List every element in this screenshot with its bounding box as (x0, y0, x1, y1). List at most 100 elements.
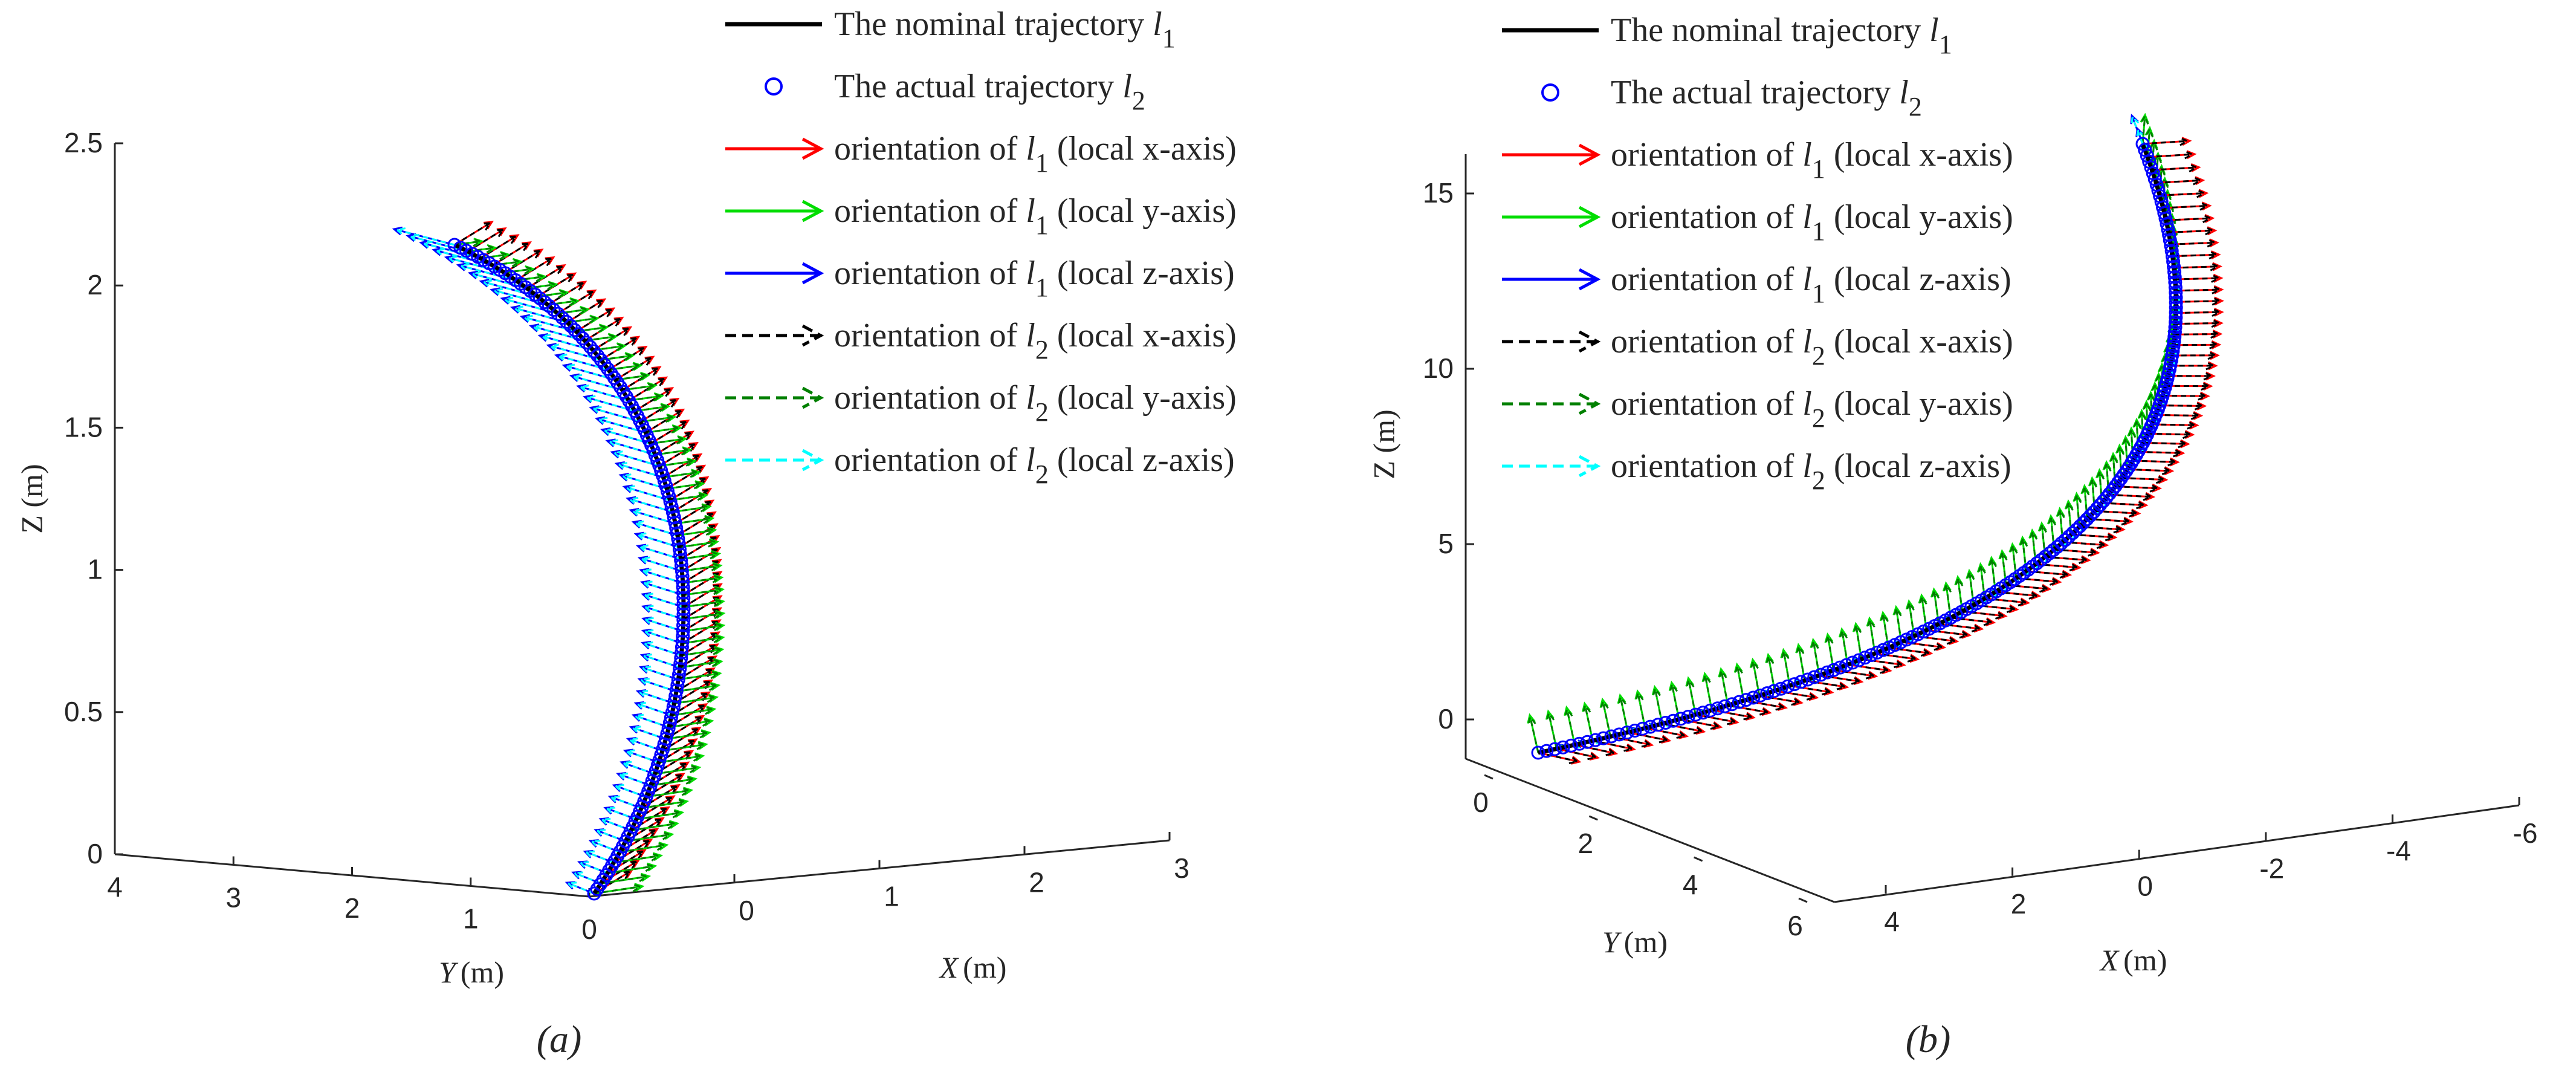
actual-trajectory-marker (1612, 727, 1626, 742)
actual-trajectory-marker (583, 340, 598, 354)
quiver-l2-y (613, 852, 661, 864)
actual-trajectory-marker (1718, 699, 1732, 713)
quiver-l2-y (2019, 537, 2028, 571)
actual-trajectory-marker (676, 629, 690, 643)
z-tick-label: 5 (1438, 528, 1454, 559)
legend-label-sub: 1 (1162, 24, 1176, 53)
y-tick-mark (1798, 897, 1808, 903)
actual-trajectory-marker (2167, 329, 2182, 344)
actual-trajectory-marker (674, 651, 688, 665)
legend-label-sub: 1 (1812, 279, 1825, 308)
quiver-l2-y (681, 646, 723, 657)
quiver-l2-y (1880, 612, 1889, 648)
quiver-l2-y (1906, 600, 1915, 637)
quiver-l2-x (467, 228, 505, 253)
legend-arrow-swatch (1502, 143, 1601, 166)
y-tick-mark (1588, 815, 1598, 821)
z-tick-label: 10 (1423, 352, 1454, 384)
legend-label-prefix: The actual trajectory (834, 68, 1122, 105)
actual-trajectory-marker (2054, 536, 2068, 551)
legend-label-prefix: The nominal trajectory (1611, 11, 1929, 49)
actual-trajectory-marker (2135, 137, 2150, 151)
actual-trajectory-marker (1787, 677, 1802, 692)
actual-trajectory-marker (665, 505, 680, 519)
quiver-l2-y (650, 435, 686, 445)
z-tick-label: 1 (87, 554, 103, 585)
legend-label-sub: 1 (1812, 154, 1825, 184)
actual-trajectory-marker (2166, 344, 2180, 359)
actual-trajectory-marker (676, 618, 691, 632)
quiver-l2-z (643, 629, 683, 644)
legend-arrow-swatch (725, 324, 824, 347)
actual-trajectory-marker (671, 672, 685, 687)
quiver-l2-x (2173, 262, 2221, 271)
actual-trajectory-marker (668, 689, 683, 703)
quiver-l2-y (622, 382, 656, 392)
legend-label-suffix: (local x-axis) (1825, 136, 2013, 174)
quiver-l2-y (1810, 639, 1820, 676)
quiver-l2-z (627, 496, 673, 513)
x-tick-label: -2 (2259, 852, 2284, 884)
panel-b-marks (1527, 112, 2224, 765)
actual-trajectory-marker (2167, 325, 2182, 339)
actual-trajectory-marker (575, 331, 590, 346)
quiver-l2-z (459, 263, 516, 282)
actual-trajectory-marker (1839, 658, 1854, 672)
actual-trajectory-marker (563, 319, 578, 333)
quiver-l2-x (1556, 748, 1598, 761)
quiver-l2-x (659, 443, 697, 467)
quiver-l2-x (646, 774, 684, 798)
quiver-l2-y (683, 586, 723, 596)
panel-b-z-label: Z (m) (1367, 409, 1400, 479)
actual-trajectory-marker (1767, 684, 1781, 698)
quiver-l2-x (2176, 296, 2222, 306)
quiver-l2-x (1678, 718, 1721, 730)
quiver-l2-z (633, 520, 678, 537)
quiver-l2-x (2175, 329, 2221, 339)
legend-label-sub: 2 (1035, 397, 1049, 427)
legend-label-sub: 1 (1939, 30, 1952, 59)
quiver-l2-z (595, 829, 626, 842)
legend-label-var: l (1026, 255, 1035, 292)
quiver-l2-y (1635, 691, 1646, 729)
quiver-l2-x (2079, 524, 2124, 534)
quiver-l2-x (1538, 751, 1579, 764)
quiver-l2-x (2175, 273, 2221, 283)
quiver-l2-y (1527, 715, 1539, 753)
quiver-l2-y (594, 883, 642, 895)
quiver-l2-y (659, 458, 696, 467)
legend-label-suffix: (local y-axis) (1049, 192, 1237, 230)
actual-trajectory-marker (1774, 681, 1788, 696)
actual-trajectory-marker (1643, 719, 1658, 734)
actual-trajectory-marker (675, 558, 689, 573)
actual-trajectory-marker (2140, 149, 2154, 163)
panel-a-y-label-var: Y (439, 955, 459, 989)
actual-trajectory-marker (1547, 742, 1562, 756)
quiver-l2-x (2160, 189, 2207, 198)
quiver-l2-y (1564, 707, 1576, 745)
quiver-l2-y (665, 729, 710, 740)
quiver-l2-y (655, 446, 691, 456)
actual-trajectory-marker (2050, 539, 2065, 554)
quiver-l2-x (2132, 457, 2178, 467)
legend-label-var: l (1802, 447, 1812, 485)
y-tick-label: 0 (581, 914, 597, 945)
legend-label-sub: 1 (1035, 148, 1049, 178)
quiver-l2-x (2173, 340, 2219, 349)
actual-trajectory-marker (673, 661, 687, 676)
quiver-l2-z (540, 334, 594, 351)
legend-label-prefix: orientation of (1611, 323, 1802, 360)
panel-b-x-label-var: X (2099, 943, 2120, 977)
quiver-l2-y (1582, 703, 1594, 741)
quiver-l2-x (2166, 214, 2213, 224)
quiver-l2-x (1950, 617, 1994, 626)
quiver-l2-y (1839, 629, 1849, 665)
legend-label: orientation of l1 (local x-axis) (1611, 136, 2013, 184)
legend-arrow-swatch (725, 200, 824, 222)
actual-trajectory-marker (1760, 686, 1775, 701)
actual-trajectory-marker (1814, 667, 1828, 682)
quiver-l2-z (630, 725, 666, 740)
legend-label-suffix: (local y-axis) (1049, 379, 1237, 417)
quiver-l2-y (646, 787, 691, 798)
